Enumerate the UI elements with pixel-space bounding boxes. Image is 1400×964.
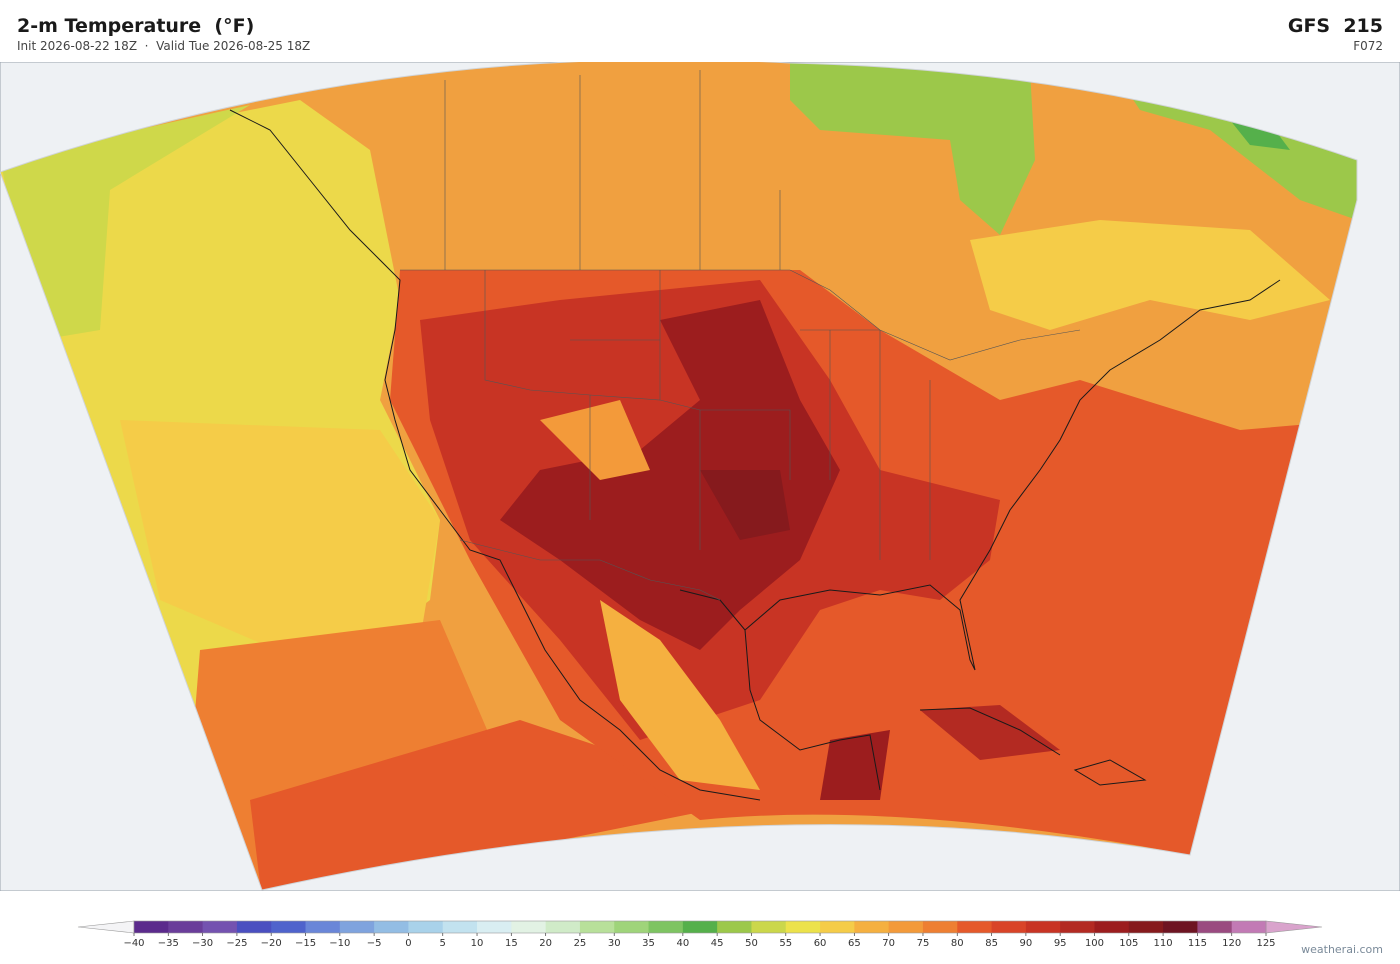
colorbar-tick-label: 115 (1188, 938, 1207, 949)
colorbar-segment (1163, 921, 1198, 933)
temperature-field (0, 62, 1357, 890)
colorbar-tick-label: −10 (329, 938, 350, 949)
border-provinces (444, 70, 781, 270)
colorbar-tick-label: 25 (574, 938, 587, 949)
colorbar-tick-label: 45 (711, 938, 724, 949)
colorbar-tick-label: −35 (158, 938, 179, 949)
colorbar-tick-label: 30 (608, 938, 621, 949)
colorbar-tick-label: 50 (745, 938, 758, 949)
colorbar-tick-label: 90 (1020, 938, 1033, 949)
colorbar-segment (1128, 921, 1164, 933)
coastline-pacific (229, 109, 761, 801)
domain-outline (0, 62, 1358, 891)
colorbar-segment (1094, 921, 1130, 933)
map-title: 2-m Temperature (°F) (17, 15, 255, 37)
coastline-atlantic (744, 279, 1281, 671)
colorbar-segment (614, 921, 650, 933)
colorbar-segment (682, 921, 718, 933)
colorbar-tick-label: −15 (295, 938, 316, 949)
colorbar-tick-label: 110 (1154, 938, 1173, 949)
colorbar-tick-label: 15 (505, 938, 518, 949)
colorbar-tick-label: −25 (226, 938, 247, 949)
coastline-hispaniola (1073, 759, 1147, 786)
map-subtitle: Init 2026-08-22 18Z · Valid Tue 2026-08-… (17, 39, 311, 53)
colorbar-segment (957, 921, 993, 933)
colorbar-segment (579, 921, 615, 933)
colorbar-tick-label: 60 (814, 938, 827, 949)
colorbar-tick-label: −20 (261, 938, 282, 949)
colorbar-tick-label: −5 (367, 938, 382, 949)
colorbar-segment (408, 921, 444, 933)
colorbar-under (77, 920, 135, 934)
colorbar-tick-label: 80 (951, 938, 964, 949)
field-labrador (1120, 80, 1357, 220)
colorbar-tick-label: −40 (123, 938, 144, 949)
colorbar-segment (991, 921, 1027, 933)
colorbar-tick-label: 65 (848, 938, 861, 949)
colorbar-segment (202, 921, 238, 933)
colorbar: −40 −35 −30 −25 −20 −15 −10 −5 0 5 10 15 20 25 30 35 40 4… (77, 920, 1323, 949)
colorbar-segment (1060, 921, 1095, 933)
colorbar-tick-label: 55 (779, 938, 792, 949)
colorbar-segment (854, 921, 890, 933)
borders (400, 70, 1081, 601)
field-hudson (790, 62, 1035, 235)
colorbar-over (1265, 920, 1323, 934)
colorbar-tick-label: 105 (1119, 938, 1138, 949)
model-name: GFS 215 (1287, 15, 1383, 37)
colorbar-tick-label: 75 (917, 938, 930, 949)
colorbar-segment (271, 921, 307, 933)
colorbar-segment (134, 921, 169, 933)
colorbar-frame (133, 920, 1267, 934)
colorbar-tick-label: −30 (192, 938, 213, 949)
colorbar-tick-label: 40 (676, 938, 689, 949)
colorbar-segment (785, 921, 821, 933)
colorbar-segment (305, 921, 341, 933)
colorbar-segment (717, 921, 752, 933)
border-us-mexico (459, 539, 721, 601)
colorbar-segment (168, 921, 204, 933)
colorbar-segment (888, 921, 924, 933)
field-rockies (540, 400, 650, 480)
colorbar-tick-label: 125 (1256, 938, 1275, 949)
colorbar-segment (648, 921, 684, 933)
colorbar-tick-label: 70 (882, 938, 895, 949)
colorbar-tick-label: 100 (1085, 938, 1104, 949)
coastlines (229, 109, 1281, 801)
map (0, 62, 1400, 891)
field-plains-very-hot (500, 300, 840, 650)
field-nw-corner (0, 105, 250, 340)
colorbar-tick-label: 120 (1222, 938, 1241, 949)
border-states (484, 270, 931, 560)
colorbar-tick-label: 20 (539, 938, 552, 949)
colorbar-segment (374, 921, 409, 933)
coastline-gulf-west (679, 589, 881, 791)
colorbar-segment (751, 921, 787, 933)
colorbar-tick-label: 5 (440, 938, 446, 949)
field-texas-peak (700, 470, 790, 540)
field-cuba (920, 705, 1060, 760)
colorbar-segment (477, 921, 512, 933)
forecast-hour: F072 (1353, 39, 1383, 53)
colorbar-tick-label: 10 (471, 938, 484, 949)
colorbar-segment (236, 921, 272, 933)
colorbar-segment (1025, 921, 1061, 933)
colorbar-tick-label: 0 (405, 938, 411, 949)
colorbar-segment (339, 921, 375, 933)
colorbar-segment (545, 921, 581, 933)
colorbar-tick-label: 85 (985, 938, 998, 949)
colorbar-segment (922, 921, 958, 933)
colorbar-segment (1197, 921, 1233, 933)
colorbar-segment (511, 921, 547, 933)
field-pacific-mid (120, 420, 440, 660)
field-mexico-plateau (600, 600, 760, 790)
colorbar-segment (820, 921, 855, 933)
coastline-cuba (919, 707, 1061, 756)
colorbar-segment (1231, 921, 1267, 933)
colorbar-segment (442, 921, 478, 933)
colorbar-tick-label: 95 (1054, 938, 1067, 949)
colorbar-tick-label: 35 (642, 938, 655, 949)
watermark: weatherai.com (1301, 943, 1383, 956)
